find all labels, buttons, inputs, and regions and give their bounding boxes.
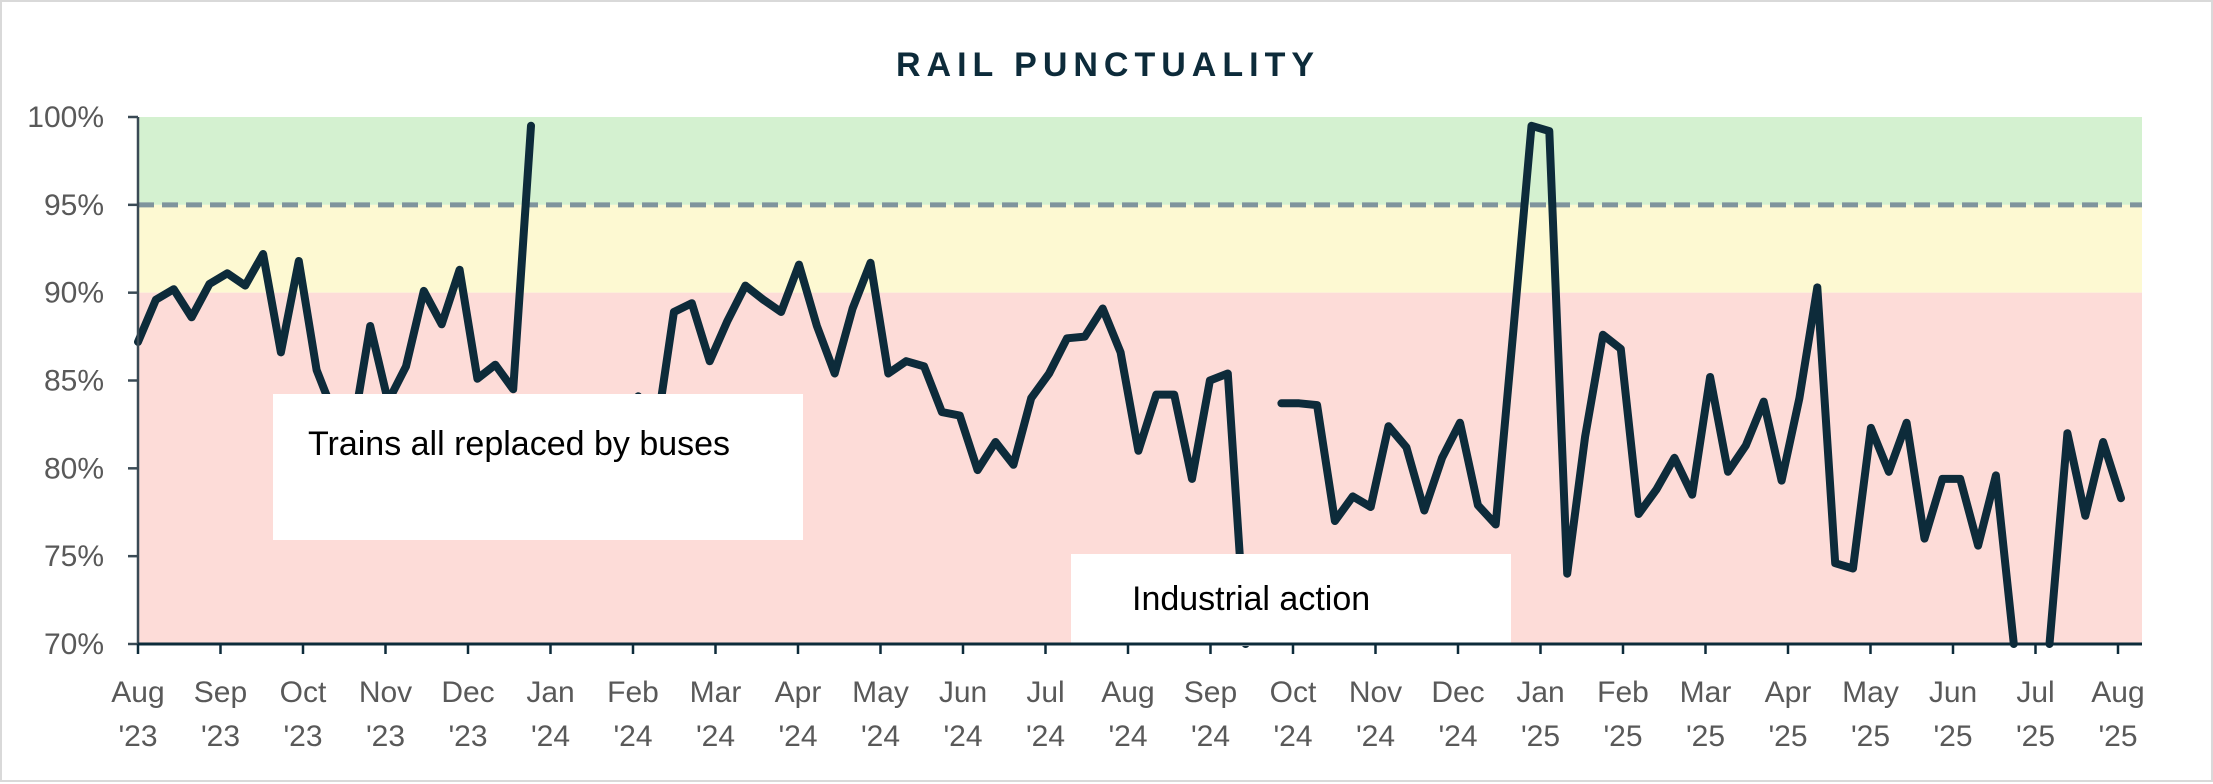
y-axis-ticks: 100% 95% 90% 85% 80% 75% 70% <box>27 101 138 661</box>
x-tick-year: '24 <box>861 720 900 753</box>
y-tick-label: 75% <box>44 540 104 573</box>
x-tick-year: '25 <box>1603 720 1642 753</box>
x-tick-month: Mar <box>690 676 742 709</box>
x-tick-year: '23 <box>118 720 157 753</box>
x-tick-month: Jan <box>1516 676 1564 709</box>
x-tick-month: Oct <box>280 676 327 709</box>
x-tick-year: '24 <box>1438 720 1477 753</box>
x-tick-month: Sep <box>194 676 247 709</box>
x-tick-month: Jan <box>526 676 574 709</box>
x-tick-month: Apr <box>775 676 822 709</box>
x-tick-year: '25 <box>1933 720 1972 753</box>
x-tick-year: '23 <box>366 720 405 753</box>
x-tick-year: '24 <box>613 720 652 753</box>
band-0 <box>138 117 2142 205</box>
x-tick-year: '24 <box>1356 720 1395 753</box>
x-tick-year: '23 <box>448 720 487 753</box>
annotation-box-buses <box>273 394 803 540</box>
annotation-buses: Trains all replaced by buses <box>308 425 730 463</box>
x-tick-month: Nov <box>359 676 412 709</box>
x-tick-year: '24 <box>1026 720 1065 753</box>
x-tick-month: Jul <box>2016 676 2054 709</box>
chart-title: RAIL PUNCTUALITY <box>896 46 1320 84</box>
x-tick-month: Feb <box>1597 676 1649 709</box>
x-tick-month: May <box>1842 676 1899 709</box>
x-tick-month: Sep <box>1184 676 1237 709</box>
x-tick-month: Jun <box>1929 676 1977 709</box>
x-tick-year: '25 <box>1851 720 1890 753</box>
y-tick-label: 100% <box>27 101 104 134</box>
x-tick-month: Aug <box>111 676 164 709</box>
annotation-layer: Trains all replaced by buses Industrial … <box>273 394 1511 646</box>
x-tick-month: Feb <box>607 676 659 709</box>
x-tick-month: Mar <box>1680 676 1732 709</box>
x-tick-year: '25 <box>1768 720 1807 753</box>
series-line-segment-1 <box>634 258 1250 648</box>
x-tick-month: Dec <box>1431 676 1484 709</box>
annotation-industrial-action: Industrial action <box>1132 580 1370 618</box>
band-1 <box>138 204 2142 293</box>
y-tick-label: 85% <box>44 365 104 398</box>
series-line-segment-3 <box>2045 429 2125 648</box>
x-tick-year: '24 <box>1273 720 1312 753</box>
x-tick-month: May <box>852 676 909 709</box>
y-tick-label: 95% <box>44 189 104 222</box>
y-tick-label: 80% <box>44 452 104 485</box>
x-tick-year: '25 <box>2016 720 2055 753</box>
x-tick-month: Jul <box>1026 676 1064 709</box>
x-tick-month: Aug <box>2091 676 2144 709</box>
x-tick-month: Apr <box>1765 676 1812 709</box>
x-tick-year: '24 <box>1191 720 1230 753</box>
x-axis-ticks: Aug '23 Sep '23 Oct '23 Nov '23 Dec '23 Jan '24 Feb '… <box>111 644 2145 753</box>
x-tick-year: '24 <box>1108 720 1147 753</box>
x-tick-year: '25 <box>2098 720 2137 753</box>
x-tick-month: Jun <box>939 676 987 709</box>
x-tick-year: '24 <box>778 720 817 753</box>
series-line-segment-2 <box>1277 121 2018 648</box>
x-tick-year: '23 <box>283 720 322 753</box>
x-tick-year: '25 <box>1686 720 1725 753</box>
x-tick-month: Dec <box>441 676 494 709</box>
x-tick-year: '24 <box>531 720 570 753</box>
y-tick-label: 70% <box>44 628 104 661</box>
x-tick-year: '25 <box>1521 720 1560 753</box>
x-tick-year: '24 <box>696 720 735 753</box>
y-tick-label: 90% <box>44 277 104 310</box>
x-tick-month: Nov <box>1349 676 1402 709</box>
annotation-box-industrial-action <box>1071 554 1511 646</box>
x-tick-year: '23 <box>201 720 240 753</box>
x-tick-year: '24 <box>943 720 982 753</box>
x-tick-month: Aug <box>1101 676 1154 709</box>
x-tick-month: Oct <box>1270 676 1317 709</box>
